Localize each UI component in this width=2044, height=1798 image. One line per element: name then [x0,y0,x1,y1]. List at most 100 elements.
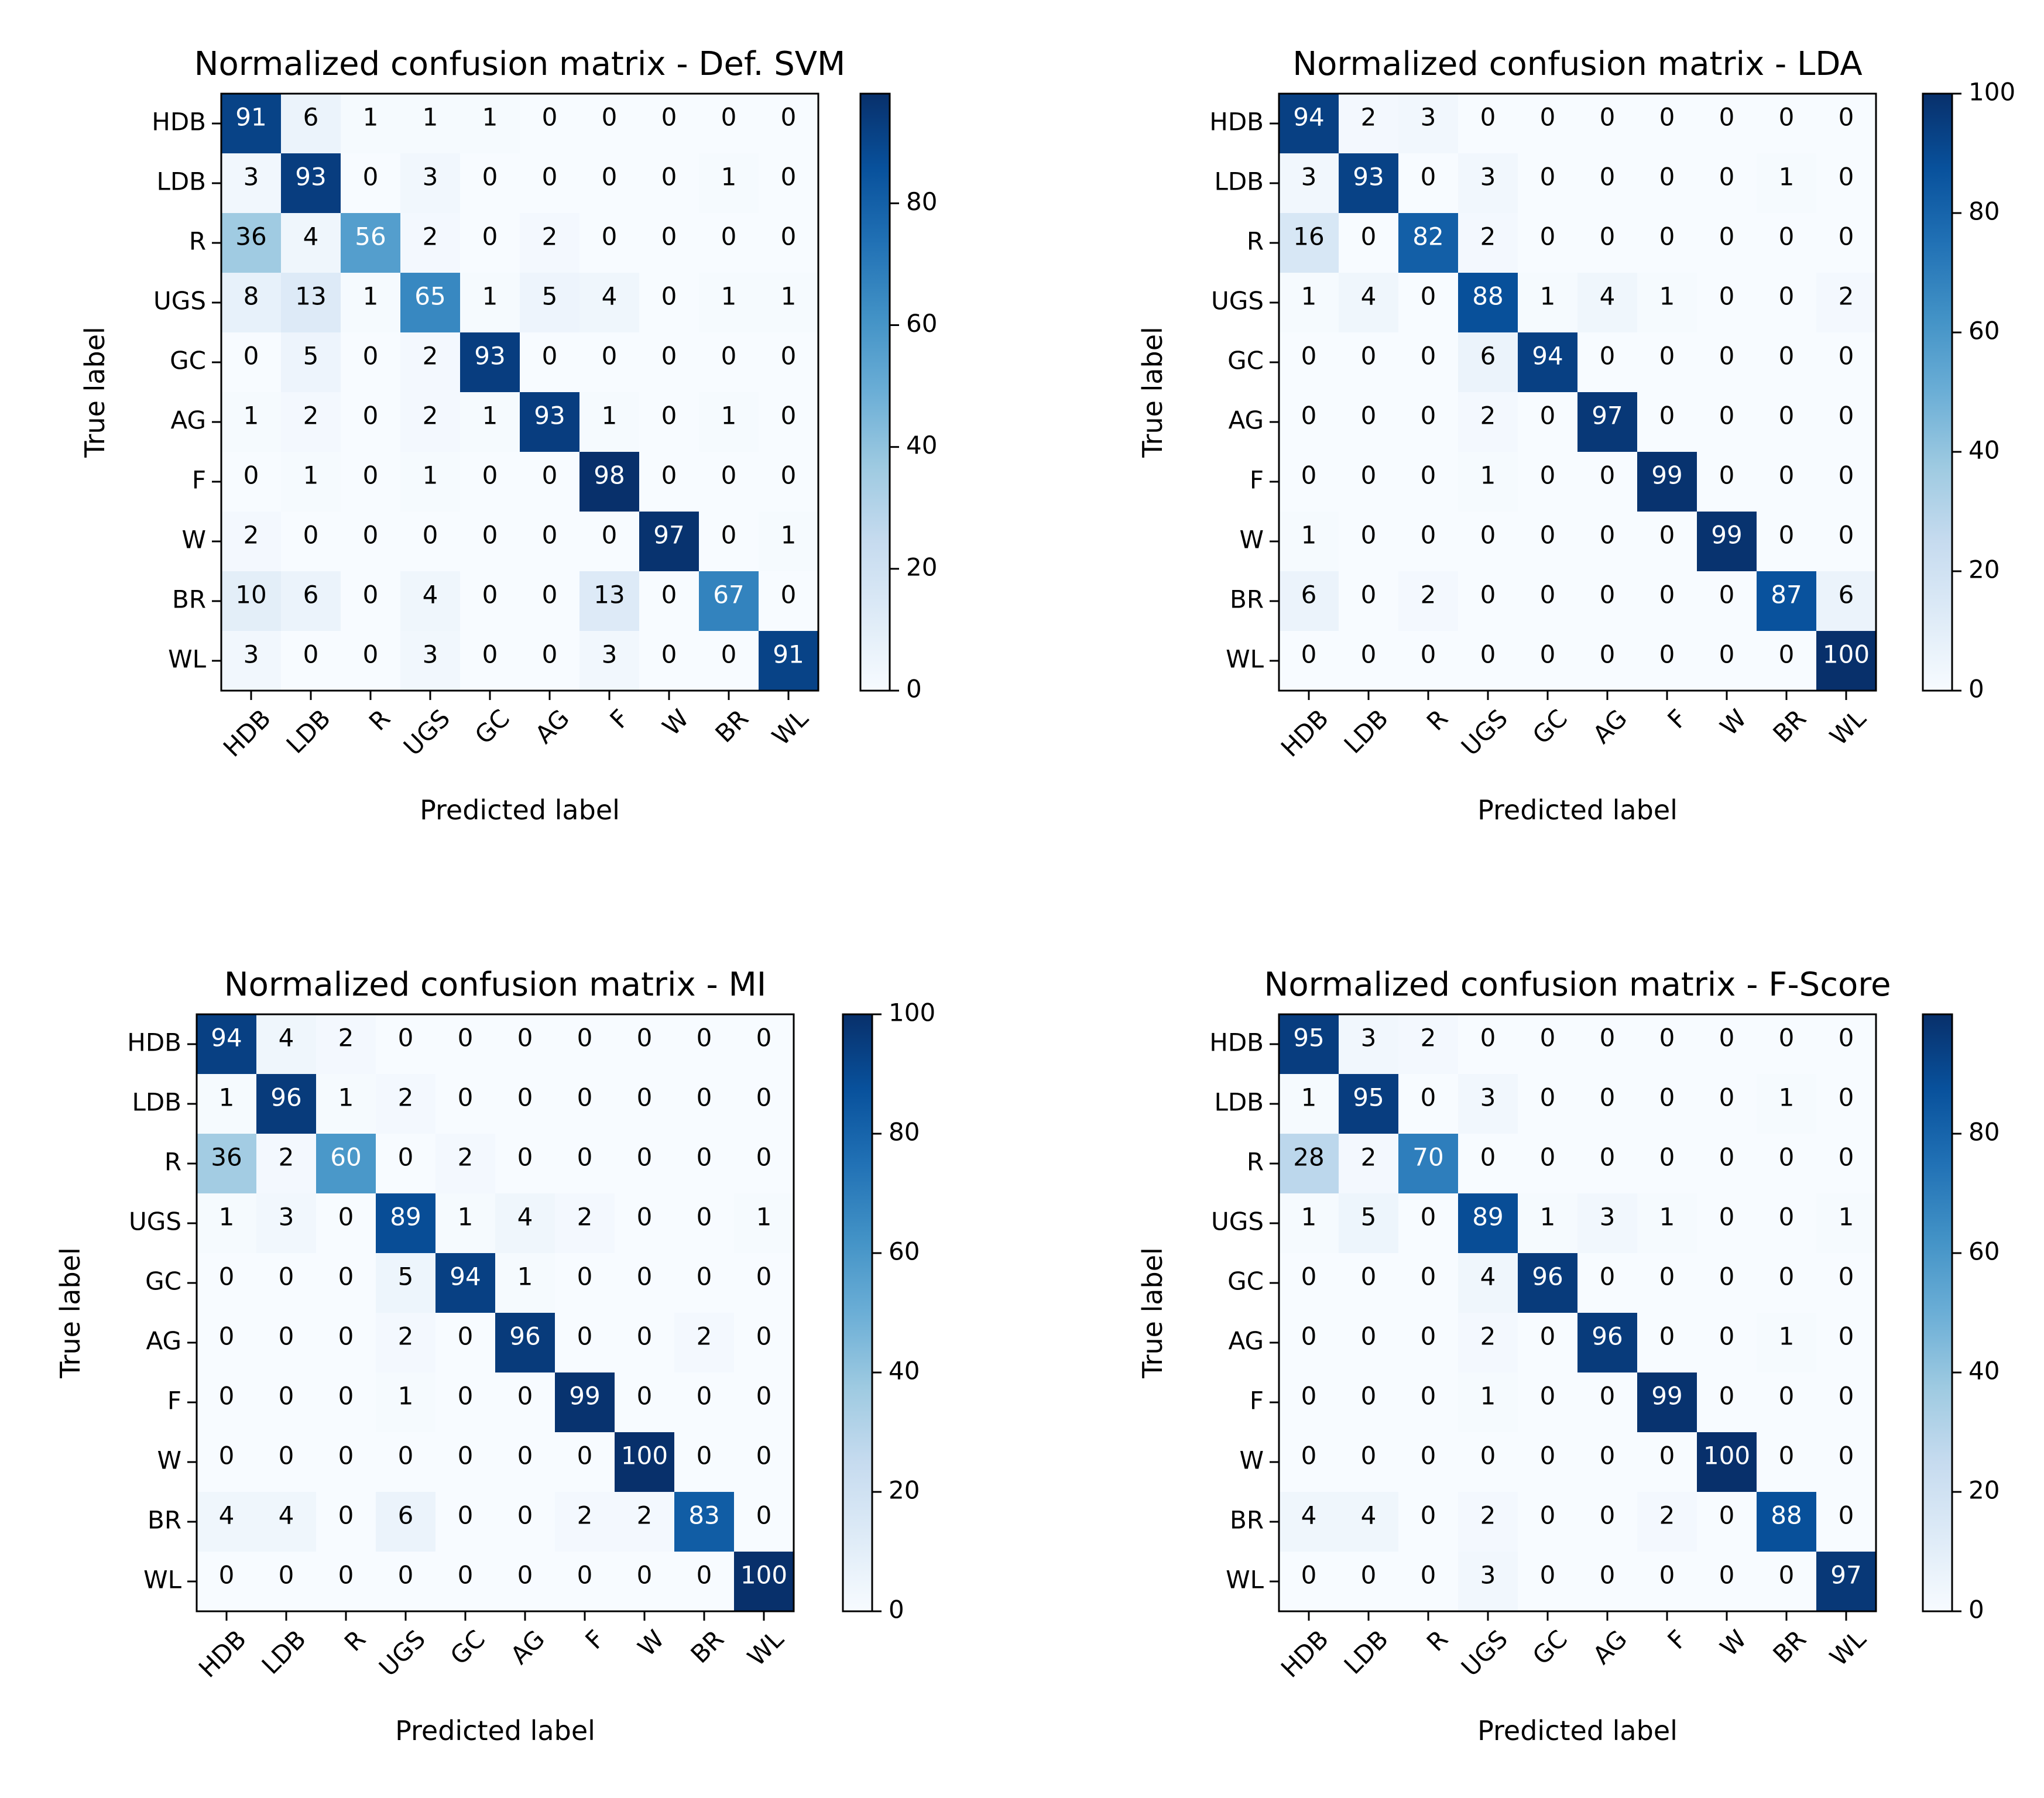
matrix-cell [555,1014,615,1075]
cell-value-label: 88 [1771,1501,1802,1529]
matrix-cell [221,631,282,691]
matrix-cell [1458,1552,1518,1612]
cell-value-label: 2 [1659,1501,1675,1529]
cell-value-label: 0 [577,1083,593,1111]
cell-value-label: 3 [244,640,259,668]
matrix-cell [495,1134,555,1194]
cell-value-label: 0 [517,1381,533,1410]
cell-value-label: 0 [721,520,737,549]
cell-value-label: 0 [781,401,797,430]
matrix-cell [1398,1074,1459,1134]
cell-value-label: 91 [235,102,266,131]
cell-value-label: 2 [244,520,259,549]
cell-value-label: 0 [1421,401,1436,430]
cell-value-label: 0 [1839,1262,1854,1291]
cell-value-label: 0 [661,401,677,430]
colorbar-tick-label: 0 [1968,675,1984,704]
colorbar-tick-label: 80 [906,187,937,216]
cell-value-label: 0 [1421,282,1436,310]
matrix-cell [256,1432,317,1492]
cell-value-label: 0 [1600,1441,1616,1470]
axes-frame [1278,1013,1877,1612]
matrix-cell [1279,571,1339,632]
matrix-cell [759,94,819,154]
cell-value-label: 0 [303,640,319,668]
cell-value-label: 0 [1719,1023,1735,1052]
cell-value-label: 0 [482,162,498,191]
chart-title: Normalized confusion matrix - F-Score [1264,966,1891,1004]
cell-value-label: 0 [661,282,677,310]
cell-value-label: 1 [482,282,498,310]
matrix-cell [1518,1372,1578,1433]
y-tick-label: BR [172,585,206,614]
matrix-cell [460,452,520,512]
matrix-cell [256,1372,317,1433]
cell-value-label: 0 [697,1381,712,1410]
cell-value-label: 0 [1839,222,1854,251]
matrix-cell [281,571,341,632]
axes-frame [196,1013,795,1612]
cell-value-label: 2 [1480,1501,1496,1529]
cell-value-label: 13 [594,580,625,609]
matrix-cell [1398,1193,1459,1254]
colorbar-tick-label: 80 [1968,197,2000,226]
matrix-cell [699,332,759,393]
matrix-cell [341,631,401,691]
cell-value-label: 0 [1361,1441,1377,1470]
y-tick-label: WL [1226,1566,1264,1594]
matrix-cell [639,213,699,273]
cell-value-label: 1 [219,1083,235,1111]
matrix-cell [1458,392,1518,452]
matrix-cell [1279,1492,1339,1552]
cell-value-label: 0 [1600,102,1616,131]
cell-value-label: 0 [244,461,259,489]
matrix-cell [400,452,461,512]
cell-value-label: 2 [1480,401,1496,430]
cell-value-label: 67 [713,580,744,609]
x-axis-label: Predicted label [1477,1715,1678,1746]
matrix-cell [1757,94,1817,154]
matrix-cell [1816,1372,1877,1433]
matrix-cell [460,512,520,572]
x-axis-label: Predicted label [395,1715,595,1746]
cell-value-label: 0 [1779,461,1795,489]
matrix-cell [1458,1253,1518,1313]
matrix-cell [1398,392,1459,452]
cell-value-label: 0 [1719,580,1735,609]
cell-value-label: 0 [697,1560,712,1589]
cell-value-label: 0 [482,580,498,609]
matrix-cell [256,1253,317,1313]
cell-value-label: 5 [542,282,558,310]
cell-value-label: 0 [1600,1560,1616,1589]
matrix-cell [639,512,699,572]
matrix-cell [1339,153,1399,214]
matrix-cell [1697,631,1757,691]
matrix-cell [1697,392,1757,452]
cell-value-label: 1 [1779,1322,1795,1350]
cell-value-label: 0 [1421,341,1436,370]
colorbar [1923,94,1952,691]
matrix-cell [495,1193,555,1254]
y-tick-label: GC [1227,1267,1264,1296]
matrix-cell [197,1134,257,1194]
cell-value-label: 0 [661,222,677,251]
colorbar [860,94,890,691]
cell-value-label: 0 [1719,162,1735,191]
matrix-cell [759,631,819,691]
cell-value-label: 0 [398,1441,414,1470]
cell-value-label: 0 [1719,1322,1735,1350]
matrix-cell [1577,1134,1638,1194]
matrix-cell [1637,1253,1697,1313]
matrix-cell [520,153,580,214]
matrix-cell [1757,1432,1817,1492]
cell-value-label: 0 [1719,1381,1735,1410]
cell-value-label: 0 [1301,341,1317,370]
cell-value-label: 0 [458,1441,474,1470]
cell-value-label: 0 [1839,1501,1854,1529]
cell-value-label: 0 [1839,162,1854,191]
colorbar-tick-label: 20 [889,1476,920,1505]
matrix-cell [1279,1193,1339,1254]
matrix-cell [1577,1552,1638,1612]
cell-value-label: 1 [1659,1202,1675,1231]
cell-value-label: 1 [1301,1083,1317,1111]
